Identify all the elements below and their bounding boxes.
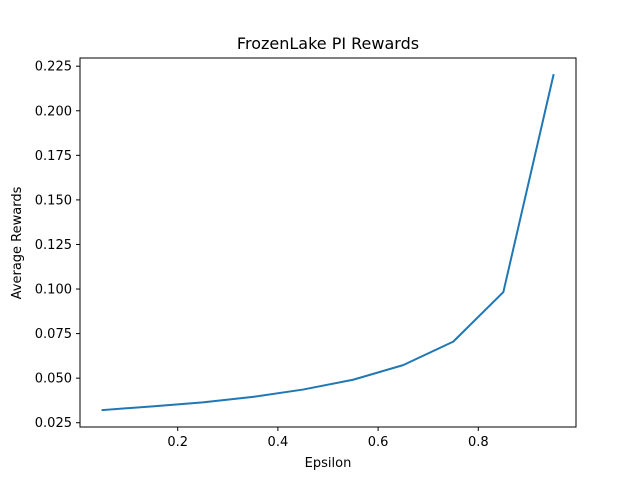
y-tick-label: 0.150 bbox=[35, 193, 72, 208]
y-tick-label: 0.225 bbox=[35, 60, 72, 75]
y-tick-label: 0.175 bbox=[35, 149, 72, 164]
chart-title: FrozenLake PI Rewards bbox=[237, 34, 419, 53]
y-tick-label: 0.025 bbox=[35, 416, 72, 431]
x-axis-label: Epsilon bbox=[305, 456, 352, 471]
y-tick-label: 0.075 bbox=[35, 327, 72, 342]
y-tick-label: 0.100 bbox=[35, 283, 72, 298]
x-tick-label: 0.2 bbox=[167, 435, 188, 450]
y-axis-label: Average Rewards bbox=[10, 186, 25, 299]
y-tick-label: 0.050 bbox=[35, 372, 72, 387]
plot-frame bbox=[79, 57, 577, 428]
x-tick-label: 0.8 bbox=[468, 435, 489, 450]
x-tick-label: 0.6 bbox=[368, 435, 389, 450]
series-line-0 bbox=[101, 73, 555, 412]
y-tick-label: 0.200 bbox=[35, 104, 72, 119]
y-tick-label: 0.125 bbox=[35, 238, 72, 253]
plot-area: 0.2 0.4 0.6 0.8 0.025 0.050 0.075 0.100 0.125 0.1… bbox=[35, 57, 577, 450]
x-tick-label: 0.4 bbox=[268, 435, 289, 450]
